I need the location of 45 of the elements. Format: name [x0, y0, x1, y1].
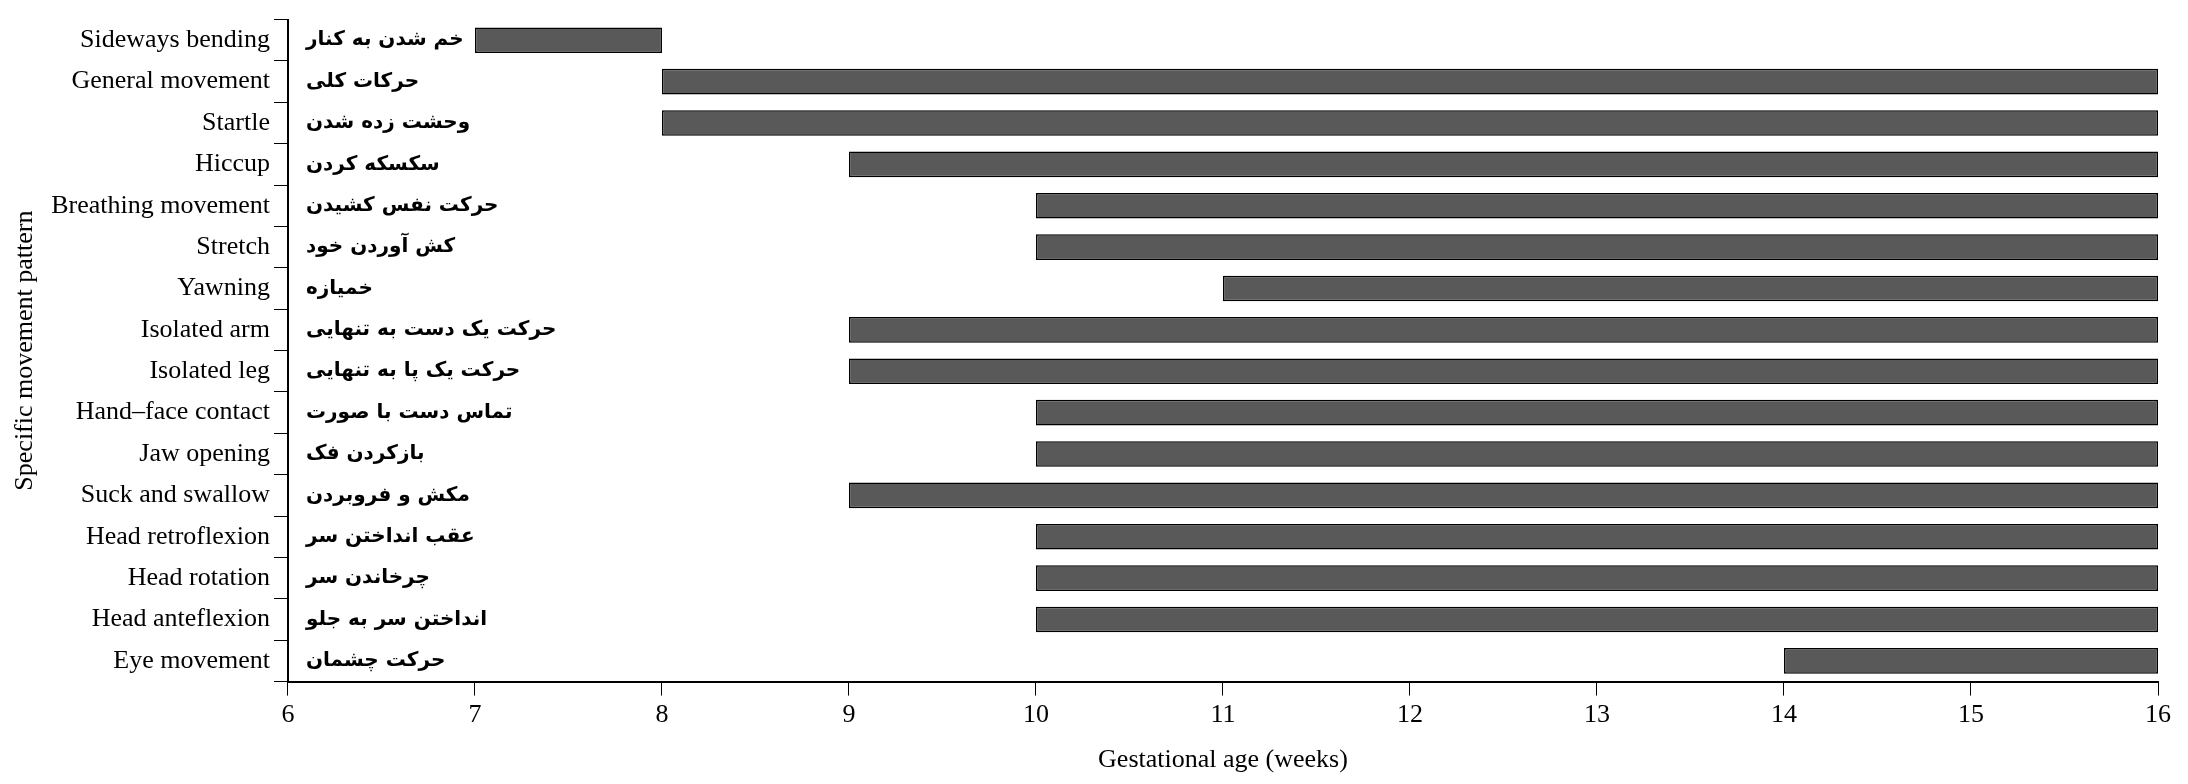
x-tick-label: 14: [1771, 699, 1797, 729]
annotation: تماس دست با صورت: [305, 398, 513, 423]
annotation: انداختن سر به جلو: [304, 605, 488, 630]
annotation: چرخاندن سر: [304, 564, 430, 590]
annotation: حرکت یک دست به تنهایی: [305, 316, 557, 341]
x-tick-label: 6: [281, 699, 295, 729]
annotation: عقب انداختن سر: [304, 522, 475, 547]
x-tick-label: 7: [468, 699, 482, 729]
y-tick-label: Yawning: [177, 272, 270, 302]
x-tick-label: 8: [655, 699, 669, 729]
y-tick-label: Breathing movement: [51, 189, 271, 219]
y-tick-label: Sideways bending: [80, 24, 270, 54]
y-tick-label: Head retroflexion: [85, 520, 270, 550]
y-axis-title: Specific movement pattern: [9, 210, 39, 491]
y-tick-label: Suck and swallow: [80, 479, 271, 509]
annotation: حرکت نفس کشیدن: [305, 191, 499, 216]
annotation: وحشت زده شدن: [305, 109, 471, 134]
x-tick-label: 15: [1958, 699, 1984, 729]
y-tick-label: Hand–face contact: [75, 396, 271, 426]
annotation: سکسکه کردن: [305, 150, 440, 175]
annotation: مکش و فروبردن: [305, 481, 470, 506]
y-tick-label: Head rotation: [127, 561, 270, 591]
annotation: حرکت یک پا به تنهایی: [305, 357, 521, 383]
annotation: حرکت چشمان: [305, 647, 446, 673]
y-tick-label: Isolated arm: [140, 313, 270, 343]
y-tick-label: Startle: [202, 106, 270, 136]
x-tick-label: 10: [1022, 699, 1049, 729]
annotation: خم شدن به کنار: [304, 26, 464, 51]
y-tick-label: Jaw opening: [139, 437, 270, 467]
x-tick-label: 12: [1396, 699, 1423, 729]
x-tick-label: 16: [2145, 699, 2171, 729]
x-tick-label: 9: [842, 699, 856, 729]
y-tick-label: Head anteflexion: [91, 603, 270, 633]
x-tick-label: 13: [1583, 699, 1610, 729]
y-tick-label: Hiccup: [194, 148, 270, 178]
annotation: کش آوردن خود: [305, 232, 456, 258]
y-tick-label: Isolated leg: [149, 355, 270, 385]
y-tick-label: General movement: [71, 65, 271, 95]
annotation: خمیازه: [305, 274, 373, 299]
y-tick-label: Eye movement: [113, 644, 271, 674]
x-axis-title: Gestational age (weeks): [1098, 744, 1348, 774]
annotation: حرکات کلی: [305, 67, 420, 92]
x-tick-label: 11: [1210, 699, 1236, 729]
y-tick-label: Stretch: [196, 230, 270, 260]
annotation: بازکردن فک: [305, 440, 425, 465]
